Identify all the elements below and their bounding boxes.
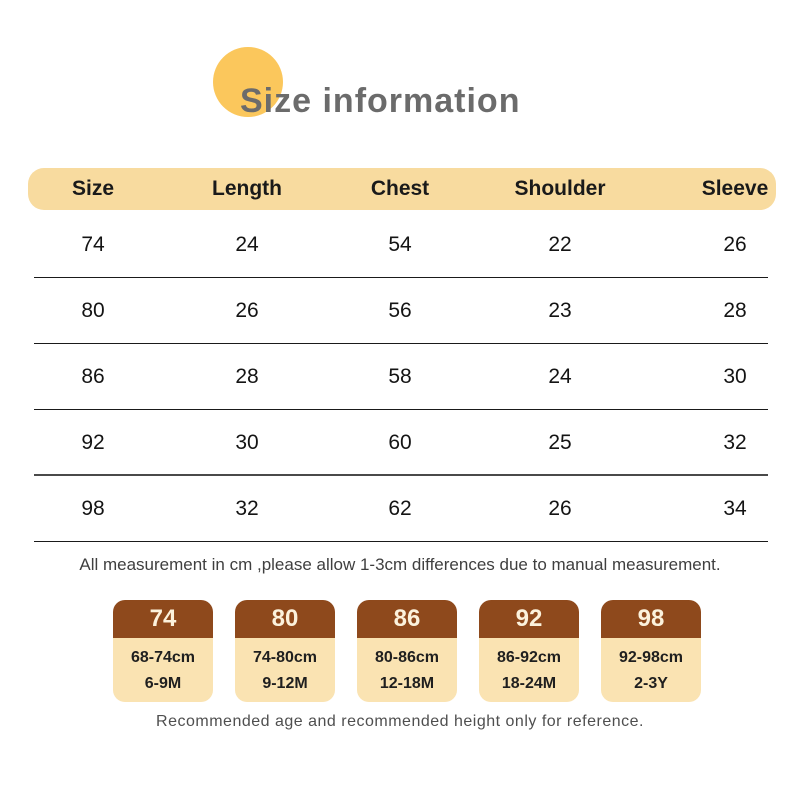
table-cell: 98 <box>81 497 105 520</box>
size-card: 92 86-92cm 18-24M <box>479 600 579 702</box>
size-card-age: 9-12M <box>262 675 308 692</box>
size-card-height-range: 86-92cm <box>496 649 562 666</box>
size-card-size: 92 <box>479 600 579 638</box>
table-cell: 86 <box>81 365 105 388</box>
table-cell: 24 <box>548 365 572 388</box>
size-card-body: 80-86cm 12-18M <box>357 638 457 702</box>
size-card-age: 2-3Y <box>634 675 668 692</box>
table-cell: 23 <box>548 299 572 322</box>
title-accent-circle <box>213 47 283 117</box>
table-row: 86 28 58 24 30 <box>0 344 800 410</box>
size-card-size: 86 <box>357 600 457 638</box>
size-table: 74 24 54 22 26 80 26 56 23 28 86 28 58 2… <box>0 212 800 542</box>
table-cell: 26 <box>548 497 572 520</box>
table-cell: 54 <box>388 233 412 256</box>
size-card-age: 12-18M <box>379 675 435 692</box>
size-card-height-range: 68-74cm <box>130 649 196 666</box>
size-card-body: 74-80cm 9-12M <box>235 638 335 702</box>
size-card-height-range: 80-86cm <box>374 649 440 666</box>
table-cell: 26 <box>235 299 259 322</box>
table-cell: 56 <box>388 299 412 322</box>
table-header-row: Size Length Chest Shoulder Sleeve <box>0 168 800 210</box>
size-card: 74 68-74cm 6-9M <box>113 600 213 702</box>
table-row: 80 26 56 23 28 <box>0 278 800 344</box>
reference-note: Recommended age and recommended height o… <box>156 713 644 730</box>
size-card-height-range: 74-80cm <box>252 649 318 666</box>
size-card-size: 74 <box>113 600 213 638</box>
column-header-chest: Chest <box>370 177 430 200</box>
size-card-body: 92-98cm 2-3Y <box>601 638 701 702</box>
table-cell: 30 <box>723 365 747 388</box>
table-row: 74 24 54 22 26 <box>0 212 800 278</box>
table-header-bar <box>28 168 776 210</box>
column-header-length: Length <box>212 177 282 200</box>
size-card-body: 68-74cm 6-9M <box>113 638 213 702</box>
table-cell: 62 <box>388 497 412 520</box>
table-cell: 60 <box>388 431 412 454</box>
table-cell: 26 <box>723 233 747 256</box>
column-header-sleeve: Sleeve <box>701 177 769 200</box>
page-title: Size information <box>240 82 521 120</box>
size-card: 86 80-86cm 12-18M <box>357 600 457 702</box>
table-cell: 30 <box>235 431 259 454</box>
size-card: 98 92-98cm 2-3Y <box>601 600 701 702</box>
size-guide-cards: 74 68-74cm 6-9M 80 74-80cm 9-12M 86 80-8… <box>113 600 701 702</box>
size-card-height-range: 92-98cm <box>618 649 684 666</box>
table-row: 98 32 62 26 34 <box>0 476 800 542</box>
table-cell: 58 <box>388 365 412 388</box>
table-cell: 28 <box>723 299 747 322</box>
size-card-size: 98 <box>601 600 701 638</box>
table-cell: 32 <box>723 431 747 454</box>
size-card: 80 74-80cm 9-12M <box>235 600 335 702</box>
size-card-age: 18-24M <box>501 675 557 692</box>
size-card-body: 86-92cm 18-24M <box>479 638 579 702</box>
table-cell: 74 <box>81 233 105 256</box>
table-row: 92 30 60 25 32 <box>0 410 800 476</box>
size-card-size: 80 <box>235 600 335 638</box>
table-cell: 32 <box>235 497 259 520</box>
table-cell: 92 <box>81 431 105 454</box>
table-cell: 34 <box>723 497 747 520</box>
size-card-age: 6-9M <box>144 675 182 692</box>
table-cell: 25 <box>548 431 572 454</box>
table-cell: 80 <box>81 299 105 322</box>
table-cell: 24 <box>235 233 259 256</box>
measurement-note: All measurement in cm ,please allow 1-3c… <box>79 555 721 574</box>
table-cell: 28 <box>235 365 259 388</box>
column-header-size: Size <box>71 177 115 200</box>
column-header-shoulder: Shoulder <box>514 177 606 200</box>
table-cell: 22 <box>548 233 572 256</box>
